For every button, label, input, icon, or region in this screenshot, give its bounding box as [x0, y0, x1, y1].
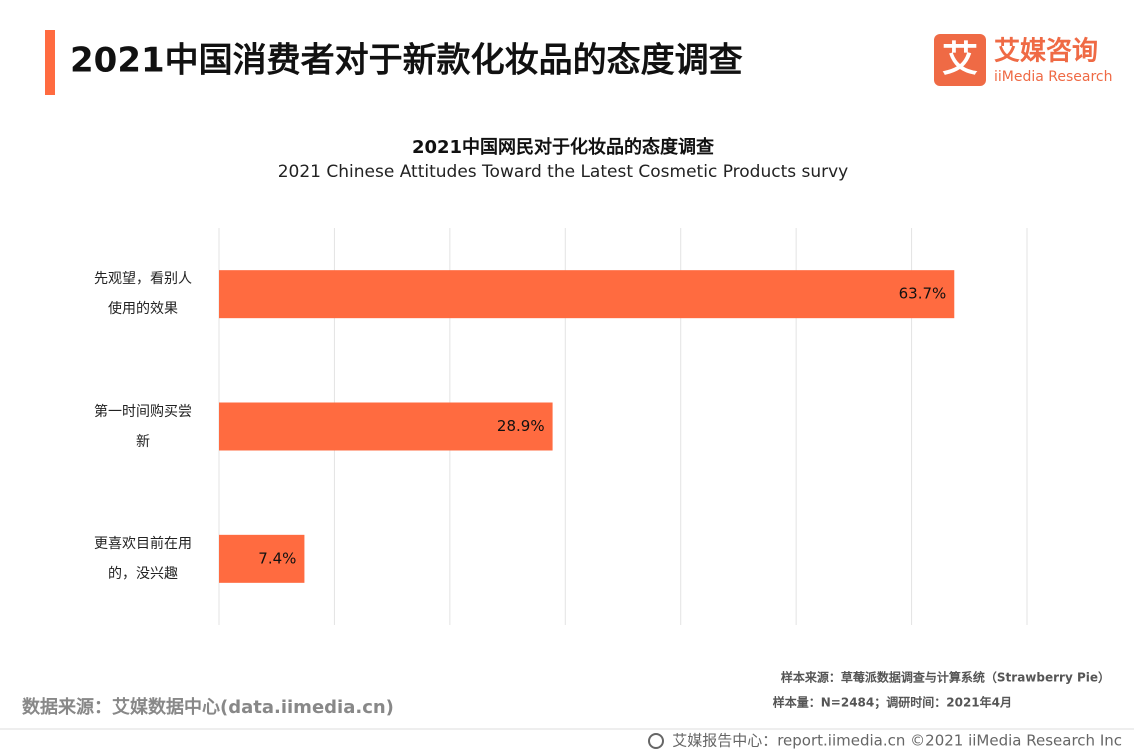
sample-source: 样本来源：草莓派数据调查与计算系统（Strawberry Pie）: [781, 670, 1110, 685]
category-label: 第一时间购买尝新: [94, 403, 192, 450]
sample-size: 样本量：N=2484；调研时间：2021年4月: [773, 695, 1012, 710]
logo-box: [934, 34, 986, 86]
category-label: 更喜欢目前在用的，没兴趣: [94, 535, 192, 582]
globe-icon: [648, 733, 664, 749]
category-label: 先观望，看别人使用的效果: [94, 271, 192, 318]
logo-sub: iiMedia Research: [994, 69, 1113, 85]
value-label: 63.7%: [899, 285, 947, 303]
chart-title: 2021中国网民对于化妆品的态度调查: [412, 136, 714, 158]
value-label: 28.9%: [497, 417, 545, 435]
bar: [219, 534, 305, 583]
value-label: 7.4%: [258, 549, 296, 567]
source: 数据来源：艾媒数据中心(data.iimedia.cn): [22, 696, 394, 718]
page-title: 2021中国消费者对于新款化妆品的态度调查: [70, 41, 743, 81]
bar: [219, 270, 955, 319]
title-accent: [45, 30, 55, 95]
logo-name: 艾媒咨询: [994, 36, 1098, 67]
logo-icon: 艾: [942, 39, 978, 80]
bar: [219, 402, 553, 451]
report-link: 艾媒报告中心：report.iimedia.cn ©2021 iiMedia R…: [672, 732, 1122, 750]
chart-subtitle: 2021 Chinese Attitudes Toward the Latest…: [278, 162, 849, 182]
